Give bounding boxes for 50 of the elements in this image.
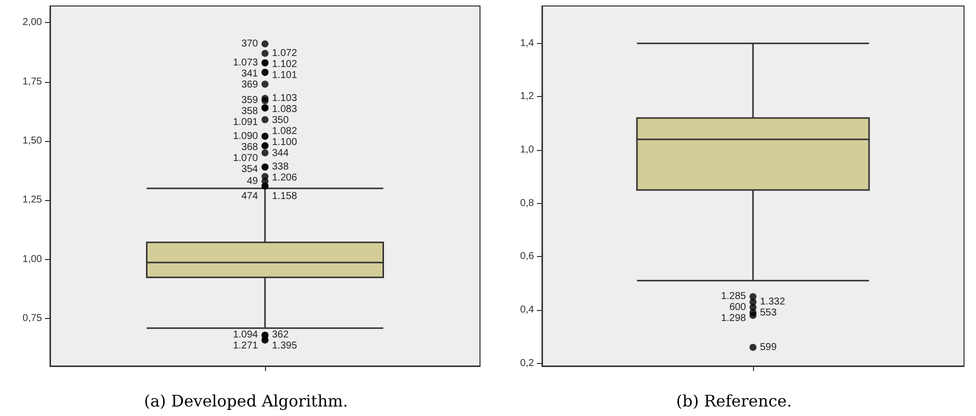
annotation: 1.206 xyxy=(272,172,298,184)
y-tick-label: 1,4 xyxy=(520,38,534,49)
annotation: 1.158 xyxy=(272,190,298,202)
annotation: 1.395 xyxy=(272,340,298,352)
annotation: 1.091 xyxy=(232,117,258,128)
text: (a) Developed Algorithm. xyxy=(144,392,348,410)
y-tick-label: 0,75 xyxy=(22,313,42,324)
annotation: 341 xyxy=(241,68,258,80)
y-tick-label: 0,4 xyxy=(520,304,534,316)
annotation: 1.100 xyxy=(272,136,298,148)
y-tick-label: 2,00 xyxy=(22,17,42,28)
annotation: 600 xyxy=(729,302,746,314)
annotation: 1.094 xyxy=(232,330,258,341)
y-tick-label: 1,0 xyxy=(520,144,534,156)
annotation: 369 xyxy=(241,79,258,90)
y-tick-label: 0,8 xyxy=(520,198,534,209)
annotation: 1.070 xyxy=(232,152,258,164)
annotation: 1.102 xyxy=(272,58,298,70)
annotation: 474 xyxy=(241,190,258,202)
annotation: 1.298 xyxy=(720,313,746,324)
y-tick-label: 0,2 xyxy=(520,358,534,369)
y-tick-label: 0,6 xyxy=(520,251,534,262)
y-tick-label: 1,50 xyxy=(22,136,42,146)
annotation: 49 xyxy=(246,176,258,187)
annotation: 1.103 xyxy=(272,92,298,104)
y-tick-label: 1,25 xyxy=(22,194,42,206)
annotation: 553 xyxy=(760,308,778,318)
annotation: 599 xyxy=(760,342,778,353)
annotation: 338 xyxy=(272,162,290,173)
y-tick-label: 1,00 xyxy=(22,254,42,265)
annotation: 368 xyxy=(241,142,258,153)
annotation: 1.073 xyxy=(232,57,258,68)
annotation: 354 xyxy=(241,164,258,175)
annotation: 1.271 xyxy=(232,340,258,352)
annotation: 1.101 xyxy=(272,70,298,81)
y-tick-label: 1,2 xyxy=(520,91,534,102)
annotation: 370 xyxy=(241,38,258,50)
annotation: 350 xyxy=(272,114,290,126)
text: (b) Reference. xyxy=(676,392,792,410)
y-tick-label: 1,75 xyxy=(22,76,42,88)
annotation: 344 xyxy=(272,148,290,159)
annotation: 1.285 xyxy=(720,291,746,302)
annotation: 362 xyxy=(272,330,290,341)
annotation: 359 xyxy=(241,95,258,106)
annotation: 358 xyxy=(241,106,258,118)
annotation: 1.090 xyxy=(232,130,258,142)
annotation: 1.082 xyxy=(272,126,298,137)
annotation: 1.083 xyxy=(272,104,298,115)
annotation: 1.332 xyxy=(760,296,786,308)
annotation: 1.072 xyxy=(272,48,298,59)
